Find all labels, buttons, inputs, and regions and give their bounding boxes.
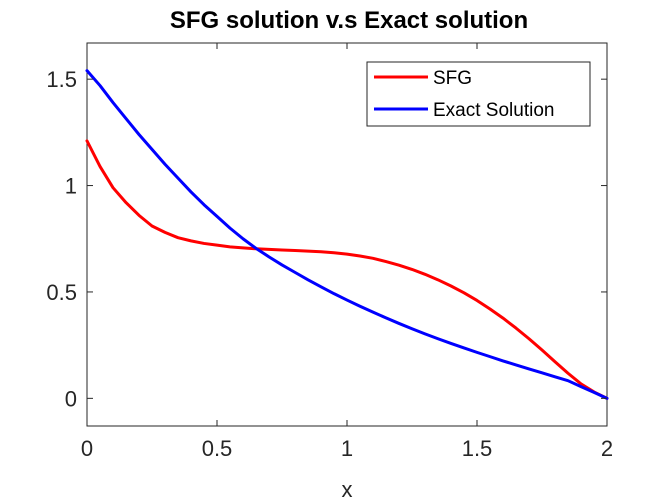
series-layer (85, 69, 609, 400)
y-tick-label: 0.5 (46, 280, 77, 305)
y-tick-label: 1 (65, 174, 77, 199)
legend-box (366, 61, 591, 127)
series-line-exact-solution (85, 69, 609, 400)
x-axis-label: x (342, 477, 353, 502)
series-line-sfg (85, 139, 609, 400)
y-tick-label: 0 (65, 386, 77, 411)
legend: SFG Exact Solution (366, 61, 591, 127)
x-tick-label: 1 (341, 436, 353, 461)
x-tick-label: 1.5 (462, 436, 493, 461)
x-tick-label: 0 (81, 436, 93, 461)
legend-label-sfg: SFG (433, 68, 472, 89)
legend-label-exact-solution: Exact Solution (433, 100, 554, 121)
y-tick-label: 1.5 (46, 67, 77, 92)
ticks-layer: 0 0.5 1 1.5 2 0 0.5 1 1.5 (46, 43, 613, 461)
x-tick-label: 2 (601, 436, 613, 461)
chart-title: SFG solution v.s Exact solution (170, 7, 528, 34)
x-tick-label: 0.5 (202, 436, 233, 461)
